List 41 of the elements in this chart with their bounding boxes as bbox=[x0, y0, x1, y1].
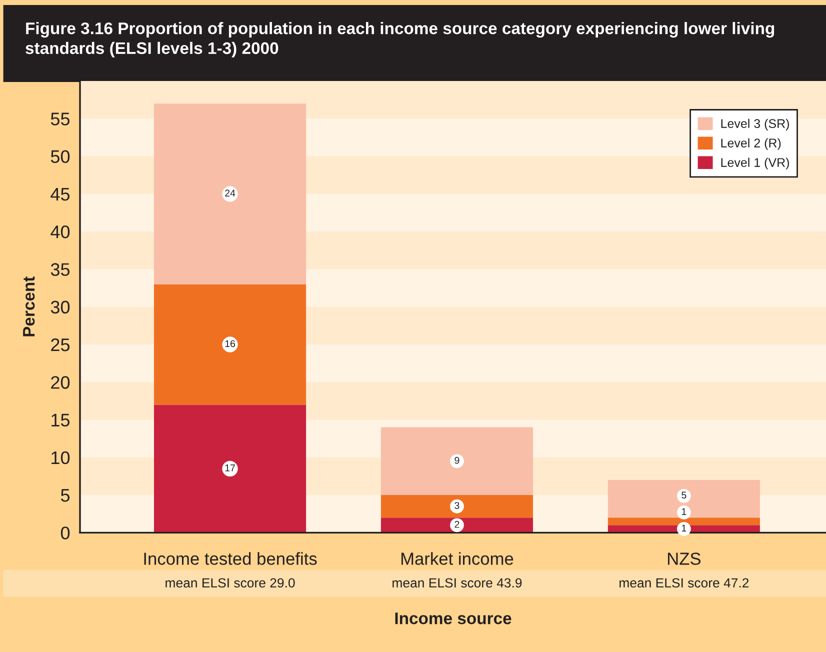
bar bbox=[154, 404, 306, 533]
data-label: 3 bbox=[454, 502, 460, 509]
x-axis-title: Income source bbox=[395, 612, 512, 624]
y-axis-title: Percent bbox=[23, 276, 35, 336]
data-label: 17 bbox=[225, 464, 235, 472]
y-tick-label: 20 bbox=[51, 376, 70, 389]
bar bbox=[380, 518, 533, 533]
x-tick-label: NZS bbox=[668, 552, 700, 565]
y-tick-label: 35 bbox=[50, 263, 70, 276]
bar bbox=[380, 427, 533, 496]
x-tick-label: Income tested benefits bbox=[144, 552, 317, 565]
y-tick-label: 15 bbox=[52, 414, 70, 426]
y-tick-label: 55 bbox=[50, 112, 70, 126]
y-tick-label: 0 bbox=[60, 526, 70, 540]
y-tick-label: 40 bbox=[50, 226, 70, 238]
data-label: 1 bbox=[682, 524, 686, 532]
text: mean ELSI score 47.2 bbox=[620, 578, 749, 588]
bar bbox=[380, 495, 533, 518]
y-tick-label: 10 bbox=[52, 451, 70, 464]
y-tick-label: 5 bbox=[60, 489, 70, 502]
legend-label: Level 1 (VR) bbox=[721, 158, 789, 170]
data-label: 24 bbox=[225, 190, 236, 196]
chart-title: Figure 3.16 Proportion of population in each income source category experiencing lower living standards (ELSI levels 1-3) 2000 bbox=[26, 22, 774, 58]
y-tick-label: 30 bbox=[50, 300, 70, 314]
data-label: 5 bbox=[682, 492, 686, 499]
bar bbox=[608, 480, 760, 518]
bar bbox=[154, 284, 306, 405]
data-label: 9 bbox=[454, 456, 460, 464]
y-tick-label: 50 bbox=[50, 150, 70, 164]
data-label: 1 bbox=[682, 508, 686, 515]
legend-label: Level 2 (R) bbox=[721, 138, 781, 150]
x-tick-label: Market income bbox=[401, 552, 514, 565]
y-tick-label: 25 bbox=[51, 338, 70, 352]
bar bbox=[608, 518, 760, 526]
data-label: 16 bbox=[225, 340, 235, 348]
text: mean ELSI score 29.0 bbox=[166, 578, 295, 588]
text: mean ELSI score 43.9 bbox=[392, 578, 522, 588]
data-label: 2 bbox=[454, 520, 460, 528]
legend-label: Level 3 (SR) bbox=[721, 118, 789, 130]
bar bbox=[154, 104, 306, 284]
y-tick-label: 45 bbox=[50, 188, 70, 201]
